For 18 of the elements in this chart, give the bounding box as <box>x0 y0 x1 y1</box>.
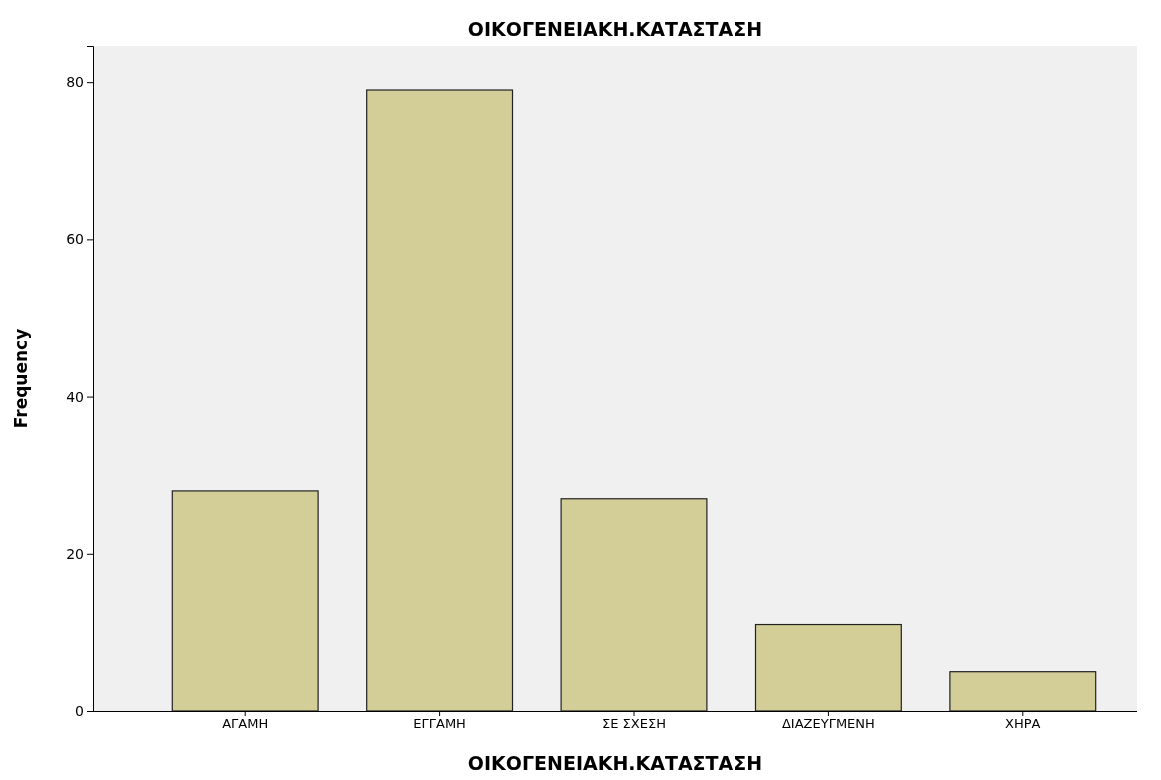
bar <box>949 671 1097 712</box>
x-tick-label: ΔΙΑΖΕΥΓΜΕΝΗ <box>781 716 875 732</box>
x-tick-label: ΣΕ ΣΧΕΣΗ <box>602 716 666 732</box>
y-tick-label: 60 <box>66 231 84 248</box>
y-tick-label: 20 <box>66 545 84 562</box>
y-tick-label: 80 <box>66 74 84 91</box>
bar <box>366 89 514 712</box>
x-tick-label: ΑΓΑΜΗ <box>222 716 269 732</box>
chart-title: ΟΙΚΟΓΕΝΕΙΑΚΗ.ΚΑΤΑΣΤΑΣΗ <box>467 18 763 40</box>
y-tick-label: 0 <box>75 702 84 719</box>
x-tick-label: ΕΓΓΑΜΗ <box>413 716 466 732</box>
x-axis-title: ΟΙΚΟΓΕΝΕΙΑΚΗ.ΚΑΤΑΣΤΑΣΗ <box>467 752 763 774</box>
y-axis-title: Frequency <box>11 328 31 429</box>
bar <box>171 490 319 712</box>
y-tick-label: 40 <box>66 388 84 405</box>
bar <box>560 498 708 712</box>
bar <box>754 623 902 712</box>
x-tick-label: ΧΗΡΑ <box>1005 716 1041 732</box>
